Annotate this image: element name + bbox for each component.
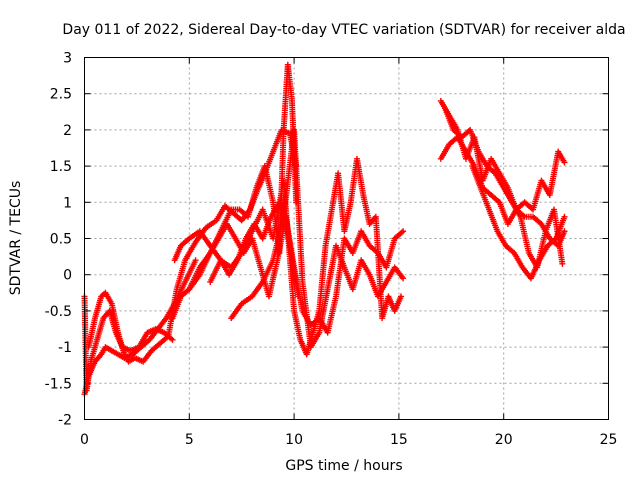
data-point-marker <box>400 228 407 235</box>
data-point-marker <box>561 213 568 220</box>
x-tick-label: 10 <box>285 432 303 448</box>
data-points <box>81 61 568 398</box>
y-tick-label: 2 <box>63 123 72 139</box>
data-point-marker <box>559 260 566 267</box>
series-track-9 <box>437 97 568 213</box>
data-point-marker <box>561 159 568 166</box>
series-track-7 <box>207 155 404 358</box>
y-tick-label: 0.5 <box>50 232 72 248</box>
y-tick-label: -1 <box>58 340 72 356</box>
y-tick-label: -0.5 <box>45 304 72 320</box>
plot-frame <box>84 57 609 420</box>
data-point-marker <box>397 293 404 300</box>
series-track-3 <box>85 126 300 365</box>
x-tick-label: 20 <box>495 432 513 448</box>
y-tick-label: -2 <box>58 413 72 429</box>
data-point-marker <box>400 275 407 282</box>
y-axis-title: SDTVAR / TECUs <box>8 181 24 296</box>
series-track-8 <box>228 126 407 351</box>
y-tick-label: 0 <box>63 268 72 284</box>
x-axis-title: GPS time / hours <box>285 458 402 474</box>
y-tick-label: 3 <box>63 51 72 67</box>
series-track-12 <box>469 163 568 282</box>
data-point-marker <box>169 336 176 343</box>
x-tick-label: 15 <box>390 432 408 448</box>
y-tick-label: 1 <box>63 195 72 211</box>
x-tick-label: 0 <box>80 432 89 448</box>
chart-title: Day 011 of 2022, Sidereal Day-to-day VTE… <box>62 22 625 38</box>
y-axis-labels: -2 -1.5 -1 -0.5 0 0.5 1 1.5 2 2.5 3 <box>45 51 72 429</box>
x-tick-label: 5 <box>185 432 194 448</box>
y-tick-label: 2.5 <box>50 87 72 103</box>
data-point-marker <box>561 228 568 235</box>
x-tick-label: 25 <box>600 432 618 448</box>
x-axis-labels: 0 5 10 15 20 25 <box>80 432 617 448</box>
y-tick-label: -1.5 <box>45 376 72 392</box>
data-point-marker <box>192 257 199 264</box>
y-tick-label: 1.5 <box>50 159 72 175</box>
